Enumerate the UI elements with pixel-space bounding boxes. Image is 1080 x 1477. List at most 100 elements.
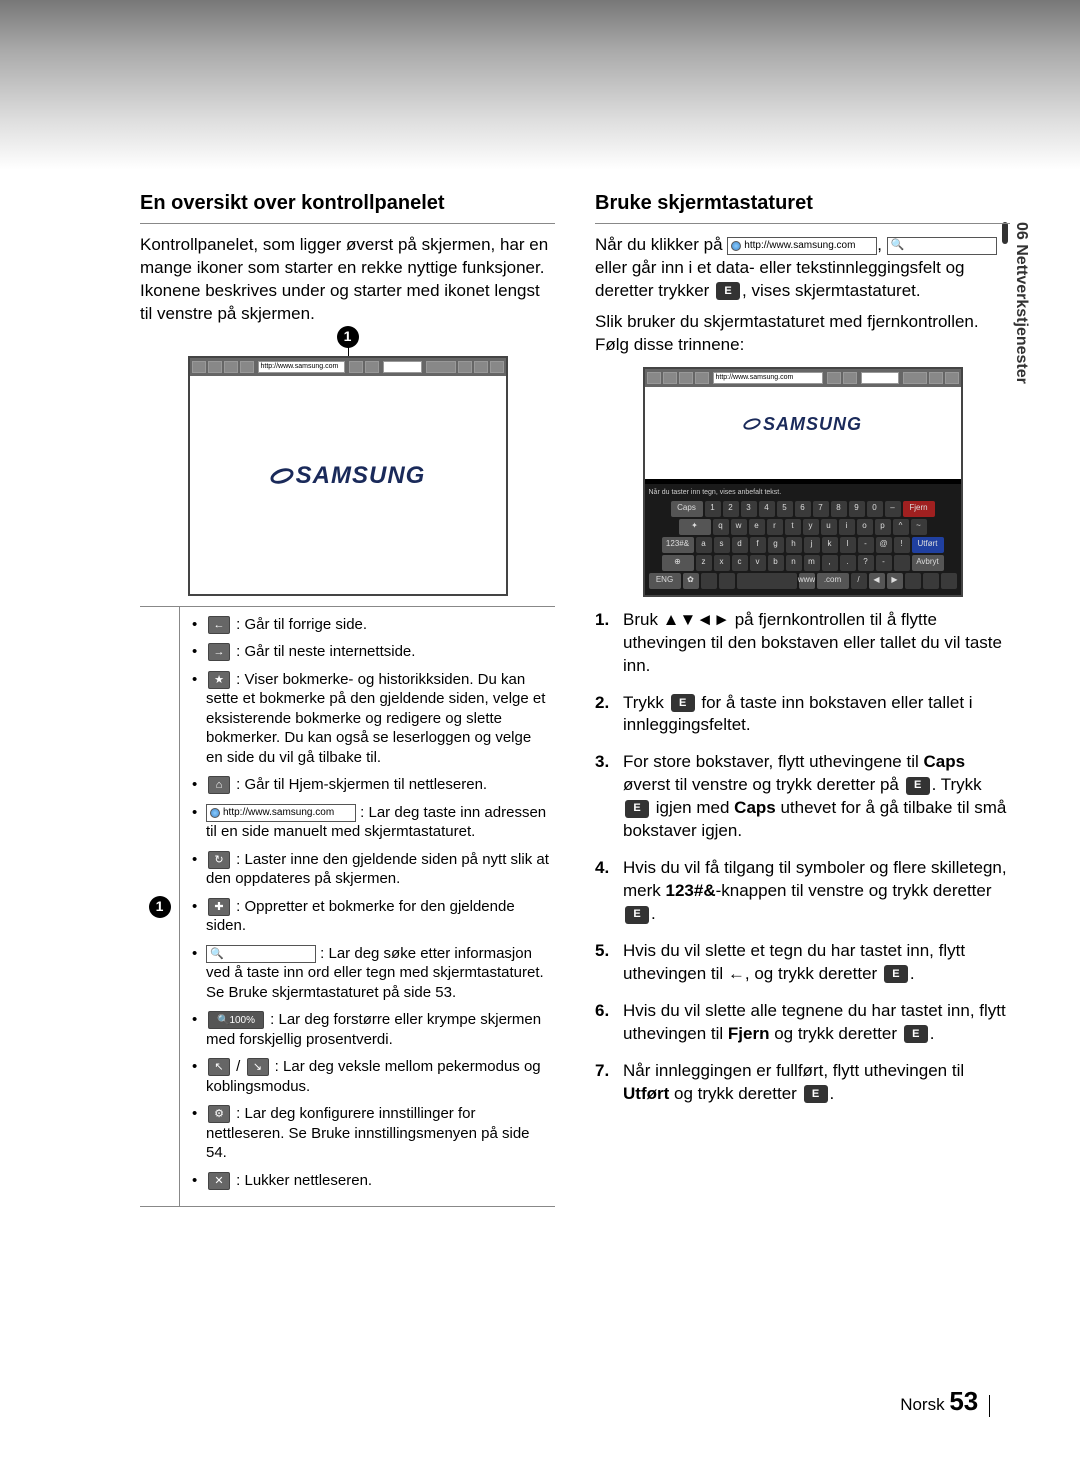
- page-content: En oversikt over kontrollpanelet Kontrol…: [0, 0, 1080, 1477]
- kb-key: 9: [849, 501, 865, 517]
- kb-key: 6: [795, 501, 811, 517]
- kb-key: v: [750, 555, 766, 571]
- kb-key: ~: [911, 519, 927, 535]
- steps-list: 1.Bruk ▲▼◄► på fjernkontrollen til å fly…: [595, 609, 1010, 1106]
- kb-key: [894, 555, 910, 571]
- i6: : Laster inne den gjeldende siden på nyt…: [206, 851, 549, 888]
- kb-key: 1: [705, 501, 721, 517]
- kb-key: 5: [777, 501, 793, 517]
- kb-key: g: [768, 537, 784, 553]
- kb-key: i: [839, 519, 855, 535]
- step4c: .: [651, 904, 656, 923]
- kb-key: .com: [817, 573, 849, 589]
- kb-key: m: [804, 555, 820, 571]
- back-icon: ←: [208, 616, 230, 634]
- left-column: En oversikt over kontrollpanelet Kontrol…: [140, 190, 555, 1207]
- forward-icon: →: [208, 643, 230, 661]
- enter-icon-6: E: [904, 1025, 928, 1043]
- onscreen-keyboard: Når du taster inn tegn, vises anbefalt t…: [645, 484, 961, 594]
- enter-icon-4: E: [625, 906, 649, 924]
- i7: : Oppretter et bokmerke for den gjeldend…: [206, 898, 515, 935]
- callout-line: [348, 346, 349, 356]
- footer-lang: Norsk: [900, 1395, 944, 1414]
- step6c: .: [930, 1024, 935, 1043]
- kb-key: q: [713, 519, 729, 535]
- kb-key: [701, 573, 717, 589]
- kb-key: u: [821, 519, 837, 535]
- kb-key: 8: [831, 501, 847, 517]
- kb-key: d: [732, 537, 748, 553]
- kb-key: 2: [723, 501, 739, 517]
- kb-key: f: [750, 537, 766, 553]
- kb-key: Fjern: [903, 501, 935, 517]
- kb-key: s: [714, 537, 730, 553]
- zoom-icon: 🔍 100%: [208, 1011, 264, 1029]
- right-p2: Slik bruker du skjermtastaturet med fjer…: [595, 311, 1010, 357]
- url-field-icon: http://www.samsung.com: [206, 804, 356, 822]
- i3: : Viser bokmerke- og historikksiden. Du …: [206, 671, 545, 766]
- samsung-logo: SAMSUNG: [190, 358, 506, 594]
- kb-key: @: [876, 537, 892, 553]
- i11: : Lar deg konfigurere innstillinger for …: [206, 1105, 530, 1161]
- kb-key: n: [786, 555, 802, 571]
- desc-num-1: 1: [149, 896, 171, 918]
- step5b: .: [910, 964, 915, 983]
- home-icon: ⌂: [208, 776, 230, 794]
- settings-icon: ⚙: [208, 1105, 230, 1123]
- enter-icon-3a: E: [906, 777, 930, 795]
- right-p1: Når du klikker på http://www.samsung.com…: [595, 234, 1010, 303]
- kb-key: r: [767, 519, 783, 535]
- desc-body: ← : Går til forrige side. → : Går til ne…: [180, 607, 555, 1207]
- step7c: .: [830, 1084, 835, 1103]
- pointer-icon: ↖: [208, 1058, 230, 1076]
- kb-key: ✦: [679, 519, 711, 535]
- kb-key: h: [786, 537, 802, 553]
- kb-key: 0: [867, 501, 883, 517]
- search-click-icon: 🔍: [887, 237, 997, 255]
- kb-key: ◀: [869, 573, 885, 589]
- kb-key: [905, 573, 921, 589]
- kb-key: [719, 573, 735, 589]
- kb-key: p: [875, 519, 891, 535]
- page-footer: Norsk 53: [900, 1386, 990, 1417]
- kb-key: 3: [741, 501, 757, 517]
- kb-hint: Når du taster inn tegn, vises anbefalt t…: [649, 488, 957, 497]
- kb-key: /: [851, 573, 867, 589]
- kb-key: Caps: [671, 501, 703, 517]
- kb-key: k: [822, 537, 838, 553]
- enter-icon-3b: E: [625, 800, 649, 818]
- kb-key: o: [857, 519, 873, 535]
- right-column: Bruke skjermtastaturet Når du klikker på…: [595, 190, 1010, 1207]
- kb-key: y: [803, 519, 819, 535]
- kb-key: z: [696, 555, 712, 571]
- footer-page: 53: [949, 1386, 978, 1416]
- i2: : Går til neste internettside.: [232, 643, 415, 660]
- kb-key: [941, 573, 957, 589]
- kb-key: 123#&: [662, 537, 694, 553]
- enter-icon-2: E: [671, 694, 695, 712]
- right-heading: Bruke skjermtastaturet: [595, 190, 1010, 224]
- kb-key: t: [785, 519, 801, 535]
- kb-key: .: [840, 555, 856, 571]
- bookmarks-icon: ★: [208, 671, 230, 689]
- kb-key: [923, 573, 939, 589]
- kb-key: j: [804, 537, 820, 553]
- kb-key: ✿: [683, 573, 699, 589]
- kb-key: w: [731, 519, 747, 535]
- kb-key: x: [714, 555, 730, 571]
- kb-key: ,: [822, 555, 838, 571]
- kb-key: Utført: [912, 537, 944, 553]
- kb-key: ENG: [649, 573, 681, 589]
- i12: : Lukker nettleseren.: [232, 1172, 372, 1189]
- kb-key: -: [876, 555, 892, 571]
- left-intro: Kontrollpanelet, som ligger øverst på sk…: [140, 234, 555, 326]
- kb-key: ▶: [887, 573, 903, 589]
- enter-icon: E: [716, 282, 740, 300]
- kb-key: www: [799, 573, 815, 589]
- kb-key: ⊕: [662, 555, 694, 571]
- kb-key: c: [732, 555, 748, 571]
- link-mode-icon: ↘: [247, 1058, 269, 1076]
- left-heading: En oversikt over kontrollpanelet: [140, 190, 555, 224]
- kb-key: 7: [813, 501, 829, 517]
- enter-icon-5: E: [884, 965, 908, 983]
